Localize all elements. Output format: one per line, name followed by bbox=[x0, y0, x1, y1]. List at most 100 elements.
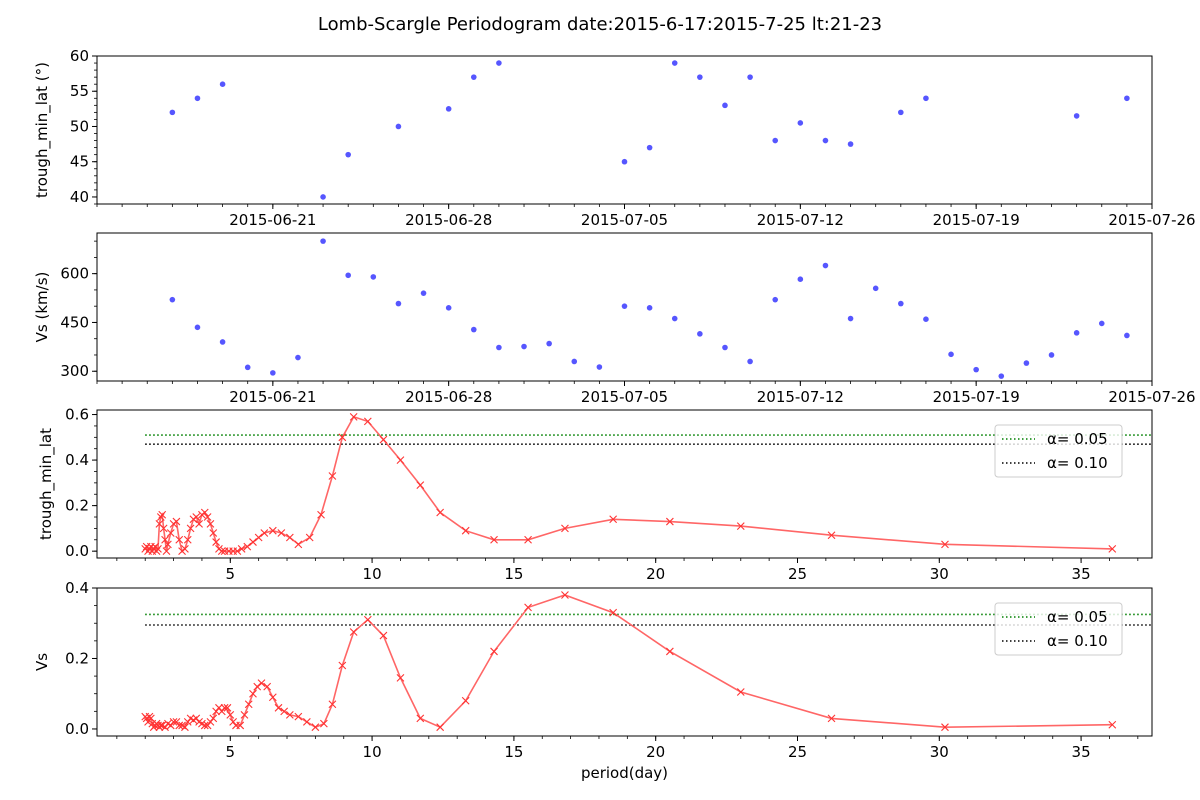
periodogram-marker bbox=[175, 535, 184, 544]
periodogram-marker bbox=[827, 531, 836, 540]
periodogram-marker bbox=[183, 535, 192, 544]
scatter-point bbox=[219, 81, 226, 87]
periodogram-marker bbox=[363, 615, 372, 624]
axes-frame bbox=[96, 409, 1153, 559]
scatter-point bbox=[747, 358, 753, 365]
periodogram-marker bbox=[436, 723, 445, 732]
periodogram-marker bbox=[524, 535, 532, 544]
scatter-point bbox=[295, 354, 301, 361]
periodogram-marker bbox=[223, 703, 232, 712]
panel-vs-scatter: 300 450 600 2015-06-21 2015-06-28 2015-07-05 2… bbox=[33, 232, 1196, 406]
periodogram-marker bbox=[294, 540, 303, 549]
periodogram-marker bbox=[233, 547, 242, 556]
periodogram-marker bbox=[254, 533, 263, 542]
periodogram-marker bbox=[159, 524, 168, 533]
y-tick-label: 50 bbox=[70, 117, 89, 135]
scatter-point bbox=[772, 137, 779, 144]
periodogram-marker bbox=[152, 547, 161, 556]
y-tick-label: 0.4 bbox=[65, 451, 89, 469]
x-tick-label: 5 bbox=[226, 565, 236, 583]
scatter-point bbox=[697, 331, 703, 337]
y-axis-label: trough_min_lat (°) bbox=[33, 62, 52, 198]
axes-frame bbox=[96, 55, 1153, 205]
periodogram-marker bbox=[827, 714, 836, 723]
scatter-point bbox=[1124, 332, 1130, 339]
x-tick-label: 10 bbox=[363, 743, 382, 761]
scatter-point bbox=[621, 303, 628, 309]
panel-trough-min-lat-periodogram: 0.0 0.2 0.4 0.6 5 10 15 20 25 30 35 trough_min_lat α… bbox=[37, 406, 1153, 583]
scatter-point bbox=[546, 340, 552, 347]
scatter-point bbox=[1023, 360, 1030, 366]
scatter-point bbox=[445, 305, 452, 311]
legend-label: α= 0.05 bbox=[1047, 608, 1108, 626]
plot-area bbox=[141, 591, 1152, 732]
periodogram-marker bbox=[156, 721, 165, 730]
scatter-point bbox=[345, 272, 351, 279]
periodogram-marker bbox=[172, 517, 181, 526]
scatter-point bbox=[521, 343, 527, 350]
periodogram-marker bbox=[665, 647, 674, 656]
scatter-point bbox=[496, 344, 502, 351]
y-tick-label: 60 bbox=[70, 47, 89, 65]
periodogram-marker bbox=[257, 679, 266, 688]
scatter-point bbox=[973, 366, 979, 373]
x-tick-label: 2015-07-26 bbox=[1108, 211, 1195, 229]
scatter-point bbox=[1124, 95, 1130, 102]
periodogram-marker bbox=[1108, 720, 1117, 729]
scatter-point bbox=[169, 296, 176, 303]
periodogram-marker bbox=[285, 710, 294, 719]
figure-title: Lomb-Scargle Periodogram date:2015-6-17:… bbox=[318, 14, 882, 35]
x-tick-label: 2015-07-19 bbox=[933, 388, 1020, 406]
periodogram-marker bbox=[317, 510, 325, 519]
y-tick-label: 0.6 bbox=[65, 406, 89, 424]
periodogram-marker bbox=[294, 712, 303, 721]
periodogram-marker bbox=[156, 513, 165, 521]
periodogram-marker bbox=[217, 547, 226, 556]
periodogram-marker bbox=[236, 721, 245, 730]
periodogram-marker bbox=[609, 515, 618, 524]
y-tick-label: 0.4 bbox=[65, 579, 89, 597]
x-tick-label: 20 bbox=[646, 743, 665, 761]
x-tick-label: 2015-07-05 bbox=[581, 211, 668, 229]
y-tick-label: 450 bbox=[60, 313, 89, 331]
scatter-point bbox=[194, 324, 201, 331]
x-tick-label: 5 bbox=[226, 743, 236, 761]
scatter-point bbox=[395, 300, 402, 307]
periodogram-marker bbox=[268, 693, 277, 702]
scatter-point bbox=[948, 351, 954, 358]
periodogram-marker bbox=[436, 508, 445, 517]
periodogram-marker bbox=[1108, 545, 1117, 553]
periodogram-marker bbox=[195, 519, 203, 528]
periodogram-marker bbox=[561, 591, 569, 599]
legend-label: α= 0.10 bbox=[1047, 454, 1108, 472]
scatter-point bbox=[671, 315, 678, 322]
x-tick-label: 25 bbox=[788, 743, 807, 761]
periodogram-marker bbox=[305, 533, 314, 542]
y-tick-label: 600 bbox=[60, 265, 89, 283]
periodogram-marker bbox=[349, 628, 358, 636]
periodogram-marker bbox=[169, 718, 178, 726]
periodogram-marker bbox=[363, 417, 372, 426]
periodogram-marker bbox=[166, 529, 175, 537]
periodogram-marker bbox=[226, 710, 235, 719]
legend-label: α= 0.10 bbox=[1047, 632, 1108, 650]
legend: α= 0.05 α= 0.10 bbox=[994, 602, 1123, 656]
periodogram-marker bbox=[277, 529, 286, 537]
y-tick-label: 40 bbox=[70, 188, 89, 206]
scatter-point bbox=[194, 95, 201, 102]
scatter-point bbox=[470, 74, 477, 80]
scatter-point bbox=[345, 151, 351, 158]
panel-vs-periodogram: 0.0 0.2 0.4 5 10 15 20 25 30 35 Vs period(day) α= 0.… bbox=[33, 579, 1153, 782]
x-tick-label: 15 bbox=[504, 565, 523, 583]
periodogram-marker bbox=[736, 522, 745, 531]
x-tick-label: 2015-07-12 bbox=[757, 211, 844, 229]
periodogram-marker bbox=[416, 714, 425, 723]
periodogram-marker bbox=[209, 529, 218, 537]
y-tick-label: 45 bbox=[70, 153, 89, 171]
scatter-point bbox=[847, 141, 854, 147]
periodogram-marker bbox=[200, 721, 209, 730]
scatter-point bbox=[722, 344, 728, 351]
periodogram-marker bbox=[164, 540, 172, 549]
y-tick-label: 55 bbox=[70, 82, 89, 100]
periodogram-marker bbox=[260, 529, 269, 537]
